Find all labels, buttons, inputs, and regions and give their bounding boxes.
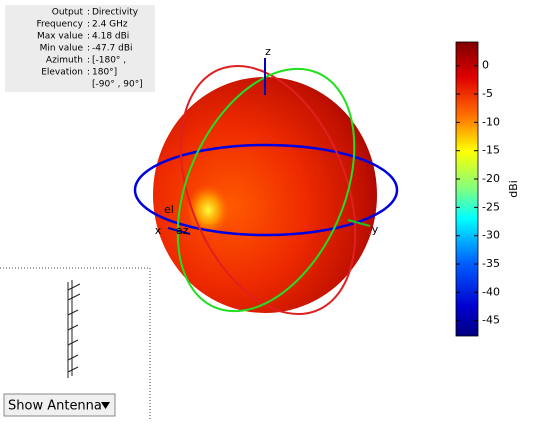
antenna-dropdown[interactable] bbox=[3, 393, 116, 417]
info-value: [-180° , bbox=[92, 56, 126, 66]
info-separator: : bbox=[87, 20, 90, 30]
colorbar-tick-label: -25 bbox=[482, 200, 500, 213]
colorbar-tick-label: -35 bbox=[482, 257, 500, 270]
colorbar-tick-label: -10 bbox=[482, 115, 500, 128]
info-label: Frequency bbox=[37, 20, 84, 30]
antenna-frame bbox=[0, 267, 151, 420]
info-value: 2.4 GHz bbox=[92, 20, 128, 30]
info-label: Azimuth bbox=[46, 56, 83, 66]
antenna-sketch bbox=[67, 280, 81, 378]
colorbar-tick-label: -30 bbox=[482, 229, 500, 242]
y-axis bbox=[347, 219, 371, 227]
y-label: y bbox=[372, 223, 379, 236]
info-label: Output bbox=[52, 8, 84, 18]
colorbar-tick-label: -15 bbox=[482, 144, 500, 157]
info-value: [-90° , 90°] bbox=[92, 80, 143, 90]
colorbar-tick-label: -45 bbox=[482, 314, 500, 327]
info-separator: : bbox=[87, 8, 90, 18]
info-label: Min value bbox=[40, 44, 84, 54]
x-axis bbox=[167, 227, 191, 235]
colorbar-tick-label: -20 bbox=[482, 172, 500, 185]
z-label: z bbox=[265, 45, 271, 58]
colorbar bbox=[455, 41, 479, 337]
el-label: el bbox=[164, 203, 174, 216]
info-label: Max value bbox=[37, 32, 84, 42]
info-separator: : bbox=[87, 44, 90, 54]
x-label: x bbox=[155, 224, 162, 237]
info-separator: : bbox=[87, 68, 90, 78]
colorbar-ticks: 0 -5 -10 -15 -20 -25 -30 -35 -40 -45 bbox=[456, 59, 500, 327]
info-panel bbox=[5, 5, 155, 92]
colorbar-label: dBi bbox=[507, 180, 520, 198]
info-label: Elevation bbox=[41, 68, 83, 78]
colorbar-tick-label: 0 bbox=[482, 59, 489, 72]
elevation-ring-green bbox=[176, 67, 356, 313]
pattern-sphere bbox=[153, 77, 377, 313]
dropdown-text[interactable]: Show Antenna bbox=[8, 399, 102, 414]
info-value: 4.18 dBi bbox=[92, 32, 129, 42]
az-label: az bbox=[176, 224, 189, 237]
info-value: -47.7 dBi bbox=[92, 44, 133, 54]
dropdown-arrow[interactable] bbox=[101, 402, 110, 409]
colorbar-tick-label: -40 bbox=[482, 285, 500, 298]
info-value: 180°] bbox=[92, 68, 117, 78]
info-value: Directivity bbox=[92, 8, 139, 18]
info-separator: : bbox=[87, 56, 90, 66]
colorbar-tick-label: -5 bbox=[482, 87, 493, 100]
azimuth-ring bbox=[133, 143, 399, 237]
info-separator: : bbox=[87, 32, 90, 42]
elevation-ring-red bbox=[179, 64, 357, 316]
